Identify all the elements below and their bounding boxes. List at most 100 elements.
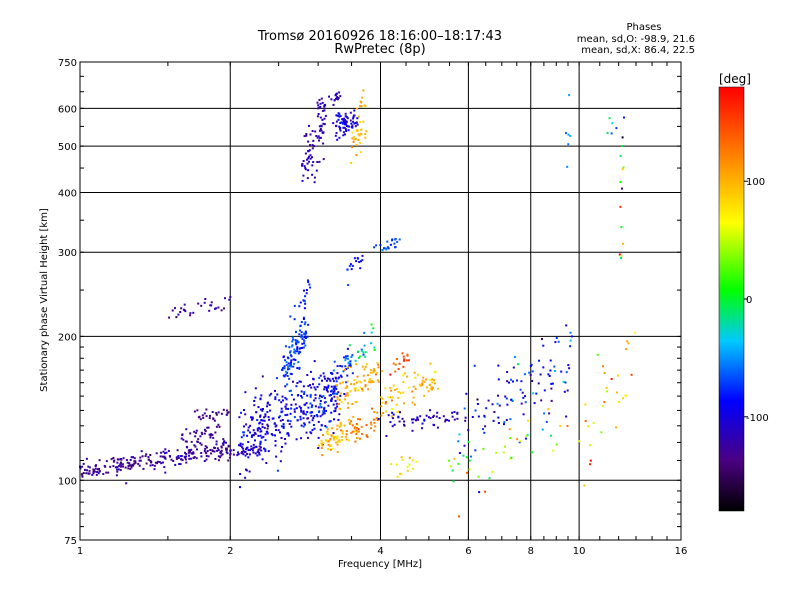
data-point: [336, 398, 339, 401]
data-point: [288, 390, 291, 393]
data-point: [291, 336, 294, 339]
data-point: [181, 459, 184, 462]
data-point: [302, 174, 305, 177]
data-point: [260, 436, 263, 439]
data-point: [296, 382, 299, 384]
data-point: [336, 98, 339, 101]
data-point: [421, 382, 424, 385]
data-point: [406, 469, 409, 472]
data-point: [220, 412, 223, 415]
data-point: [244, 413, 247, 416]
data-point: [464, 419, 467, 422]
data-point: [296, 367, 299, 370]
data-point: [346, 366, 349, 369]
data-point: [307, 140, 310, 143]
data-point: [482, 447, 485, 450]
data-point: [187, 449, 190, 452]
data-point: [137, 462, 140, 465]
data-point: [376, 411, 379, 414]
data-point: [119, 465, 122, 468]
data-point: [247, 449, 250, 451]
data-point: [312, 139, 315, 142]
data-point: [349, 360, 352, 363]
data-point: [487, 399, 490, 402]
data-point: [354, 359, 357, 362]
data-point: [297, 361, 300, 364]
data-point: [304, 330, 307, 333]
data-point: [564, 381, 567, 384]
data-point: [306, 374, 309, 376]
data-point: [319, 374, 322, 377]
data-point: [228, 298, 231, 301]
data-point: [280, 407, 283, 410]
data-point: [293, 304, 296, 307]
data-point: [298, 366, 301, 369]
data-point: [358, 261, 361, 263]
data-point: [565, 132, 567, 135]
data-point: [397, 390, 400, 393]
data-point: [248, 470, 251, 473]
data-point: [329, 379, 332, 382]
data-point: [294, 403, 297, 406]
data-point: [260, 449, 263, 452]
data-point: [258, 422, 261, 425]
data-point: [271, 434, 274, 437]
data-point: [280, 425, 283, 428]
data-point: [356, 431, 359, 433]
data-point: [377, 363, 380, 366]
data-point: [456, 412, 459, 415]
data-point: [119, 463, 122, 466]
y-axis-label: Stationary phase Virtual Height [km]: [39, 208, 50, 392]
data-point: [164, 457, 167, 460]
data-point: [396, 240, 399, 243]
data-point: [519, 388, 522, 391]
data-point: [299, 418, 302, 421]
data-point: [342, 126, 345, 129]
data-point: [128, 462, 131, 465]
data-point: [282, 356, 285, 359]
data-point: [256, 429, 259, 432]
data-point: [107, 471, 110, 474]
data-point: [360, 425, 363, 428]
data-point: [338, 439, 341, 442]
data-point: [318, 125, 321, 128]
data-point: [193, 444, 196, 447]
data-point: [403, 420, 406, 423]
data-point: [338, 91, 341, 94]
data-point: [395, 387, 398, 390]
data-point: [342, 370, 345, 373]
data-point: [520, 402, 523, 405]
data-point: [277, 429, 280, 432]
data-point: [354, 137, 357, 140]
data-point: [291, 344, 294, 347]
data-point: [432, 414, 435, 417]
data-point: [242, 449, 245, 452]
data-point: [451, 469, 454, 472]
data-point: [543, 389, 546, 392]
data-point: [210, 452, 213, 455]
data-point: [578, 440, 581, 443]
data-point: [355, 433, 358, 435]
data-point: [433, 370, 436, 373]
data-point: [116, 461, 119, 464]
data-point: [263, 426, 266, 429]
data-point: [537, 382, 540, 385]
data-point: [355, 154, 358, 157]
data-point: [343, 126, 346, 129]
data-point: [254, 396, 257, 399]
data-point: [278, 416, 280, 419]
data-point: [226, 452, 229, 455]
data-point: [247, 429, 250, 432]
data-point: [256, 451, 259, 454]
data-point: [189, 457, 192, 460]
data-point: [139, 456, 142, 459]
data-point: [622, 397, 624, 400]
data-point: [484, 425, 487, 428]
data-point: [370, 369, 373, 371]
data-point: [215, 425, 218, 428]
data-point: [402, 365, 405, 368]
data-point: [223, 440, 226, 443]
x-tick-label: 16: [675, 546, 688, 557]
data-point: [386, 240, 389, 243]
data-point: [168, 455, 171, 457]
